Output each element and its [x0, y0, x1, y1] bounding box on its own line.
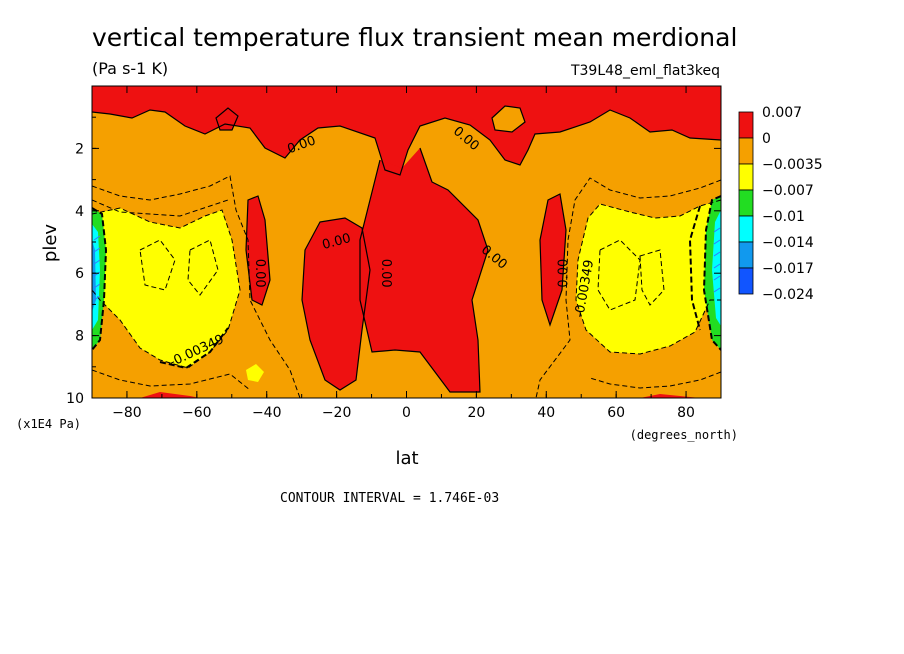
- contour-label: 0.00: [378, 259, 393, 288]
- chart-title: vertical temperature flux transient mean…: [92, 23, 737, 52]
- colorbar-label: −0.007: [762, 183, 814, 199]
- colorbar-label: −0.01: [762, 209, 805, 225]
- field-red-south: [302, 218, 370, 390]
- contour-label: 0.00: [321, 231, 353, 253]
- colorbar-swatch: [738, 163, 754, 191]
- colorbar-label: −0.017: [762, 261, 814, 277]
- colorbar-swatch: [738, 111, 754, 139]
- y-axis-units: (x1E4 Pa): [16, 417, 81, 431]
- field-red-streak-n: [540, 194, 566, 325]
- x-axis-units: (degrees_north): [630, 428, 738, 442]
- y-tick-label: 6: [75, 266, 84, 282]
- field-red-streak-s: [246, 196, 270, 305]
- colorbar-swatch: [738, 241, 754, 269]
- contour-field: [92, 86, 721, 398]
- x-tick-label: 20: [467, 405, 485, 421]
- x-tick-label: −20: [322, 405, 352, 421]
- contour-interval-note: CONTOUR INTERVAL = 1.746E-03: [280, 491, 499, 506]
- y-tick-label: 4: [75, 204, 84, 220]
- x-tick-label: −40: [252, 405, 282, 421]
- colorbar-swatch: [738, 215, 754, 243]
- zero-contours: [92, 105, 721, 393]
- x-axis: −80 −60 −40 −20 0 20 40 60 80: [91, 86, 722, 421]
- x-tick-label: 0: [402, 405, 411, 421]
- colorbar-label: −0.024: [762, 287, 814, 303]
- colorbar-swatch: [738, 267, 754, 295]
- contour-labels: 0.00 0.000.000.000.00 0.00 0.00 -0.00349-0.0…: [167, 124, 597, 370]
- field-red-top: [92, 86, 721, 175]
- chart-units: (Pa s-1 K): [92, 59, 168, 78]
- contour-label: 0.00: [556, 259, 571, 288]
- colorbar-label: −0.014: [762, 235, 814, 251]
- x-tick-label: 80: [677, 405, 695, 421]
- y-axis: 2 4 6 8 10: [66, 116, 721, 407]
- x-tick-label: −60: [182, 405, 212, 421]
- field-yellow-blob: [246, 364, 264, 382]
- y-tick-label: 8: [75, 329, 84, 345]
- edge-hatch: [93, 227, 721, 301]
- colorbar-label: 0: [762, 131, 771, 147]
- colorbar-legend: 0.007 0 −0.0035 −0.007 −0.01 −0.014 −0.017 −0.0…: [738, 105, 823, 303]
- x-tick-label: −80: [112, 405, 142, 421]
- field-cyan-north: [712, 210, 721, 326]
- x-tick-label: 40: [537, 405, 555, 421]
- field-orange-island: [492, 106, 525, 132]
- field-red-bottom: [140, 392, 700, 398]
- contour-label: 0.00: [252, 259, 267, 288]
- y-axis-label: plev: [40, 224, 61, 263]
- dataset-label: T39L48_eml_flat3keq: [570, 63, 720, 79]
- strong-contours: [92, 195, 721, 370]
- x-tick-label: 60: [607, 405, 625, 421]
- colorbar-label: 0.007: [762, 105, 802, 121]
- x-axis-label: lat: [395, 448, 418, 469]
- colorbar-swatch: [738, 189, 754, 217]
- field-red-center: [360, 148, 488, 392]
- colorbar-swatch: [738, 137, 754, 165]
- colorbar-label: −0.0035: [762, 157, 823, 173]
- y-tick-label: 2: [75, 141, 84, 157]
- field-yellow-north: [576, 200, 721, 354]
- negative-contours: [92, 175, 721, 398]
- y-tick-label: 10: [66, 391, 84, 407]
